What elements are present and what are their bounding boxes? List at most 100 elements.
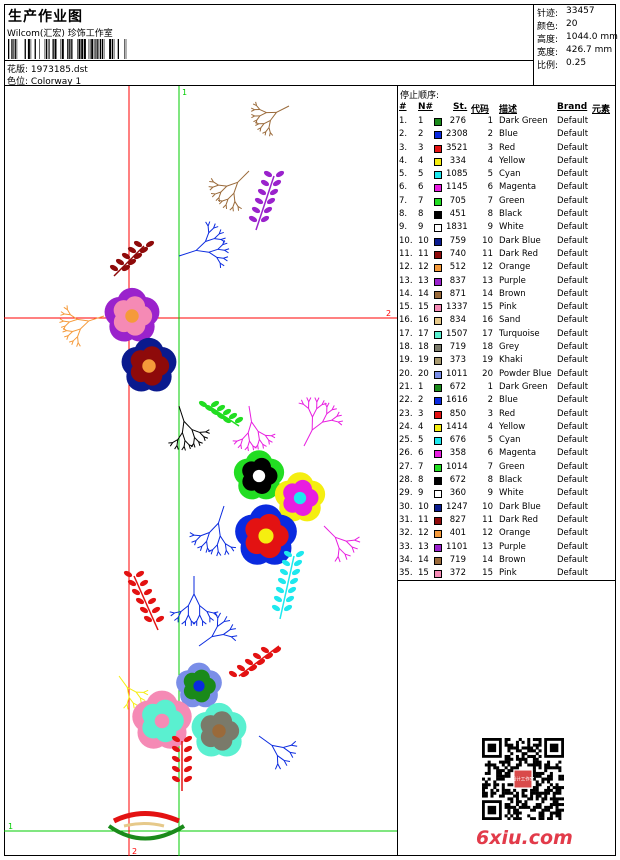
fern-black (188, 444, 194, 447)
stop-row: 21. 1 672 1 Dark Green Default (398, 381, 616, 394)
col-desc: 描述 (499, 105, 518, 115)
fern-blue (220, 239, 226, 243)
fern-orange (88, 315, 105, 322)
stop-num: 3. (399, 142, 408, 153)
spray-red (240, 670, 250, 678)
stop-stitches: 676 (449, 435, 466, 446)
fern-magenta (237, 444, 242, 449)
fern-black (199, 432, 205, 438)
stop-row: 10. 10 759 10 Dark Blue Default (398, 235, 616, 248)
color-swatch (434, 543, 442, 552)
stop-n: 10 (418, 235, 429, 246)
stop-n: 11 (418, 514, 429, 525)
fern-blue (219, 262, 225, 267)
flower-green-center (252, 469, 266, 483)
spray-purple (251, 206, 261, 214)
spray-cyan (291, 555, 295, 566)
fern-yellow (126, 686, 137, 693)
stop-code: 6 (487, 182, 493, 193)
fern-blue (174, 610, 182, 614)
stop-code: 8 (487, 475, 493, 486)
stop-code: 8 (487, 209, 493, 220)
fern-magenta (351, 546, 358, 550)
stop-stitches: 1247 (446, 501, 468, 512)
stop-desc: Sand (499, 315, 521, 326)
fern-blue (283, 760, 288, 766)
fern-blue (210, 549, 214, 555)
fern-blue (219, 535, 226, 545)
stop-code: 11 (482, 248, 493, 259)
stop-row: 19. 19 373 19 Khaki Default (398, 354, 616, 367)
fern-black (191, 429, 200, 433)
fern-black (203, 436, 209, 439)
spray-green (232, 421, 240, 427)
color-swatch (434, 357, 442, 366)
fern-black (172, 439, 179, 444)
fern-brown (257, 127, 262, 130)
col-stitches: St. (453, 102, 468, 112)
fern-magenta (271, 435, 276, 439)
fern-yellow (143, 691, 149, 696)
guide-label-v2: 2 (132, 847, 137, 856)
spray-red (171, 745, 181, 753)
stop-row: 15. 15 1337 15 Pink Default (398, 301, 616, 314)
spray-darkred (125, 257, 133, 265)
fern-magenta (252, 445, 257, 449)
stop-brand: Default (557, 501, 589, 512)
fern-black (188, 444, 191, 450)
fern-magenta (251, 421, 259, 432)
spray-green (234, 416, 244, 424)
stop-desc: Orange (499, 528, 531, 539)
fern-magenta (303, 429, 313, 447)
fern-blue (169, 611, 175, 614)
stop-row: 8. 8 451 8 Black Default (398, 208, 616, 221)
barcode (8, 39, 127, 59)
stop-n: 18 (418, 342, 429, 353)
fern-yellow (126, 704, 129, 710)
fern-magenta (268, 439, 273, 443)
stop-stitches: 1085 (446, 169, 468, 180)
stop-brand: Default (557, 288, 589, 299)
fern-blue (177, 611, 182, 618)
fern-magenta (308, 408, 313, 418)
fern-magenta (336, 414, 342, 417)
stop-stitches: 2308 (446, 129, 468, 140)
fern-blue (207, 225, 210, 233)
stop-code: 4 (487, 421, 493, 432)
fern-black (169, 442, 174, 447)
color-swatch (434, 250, 442, 259)
fern-magenta (271, 433, 276, 437)
color-swatch (434, 530, 442, 539)
stat-height: 高度: 1044.0 mm (537, 32, 618, 45)
stop-num: 33. (399, 541, 413, 552)
color-swatch (434, 490, 442, 499)
spray-cyan (273, 595, 283, 603)
stop-stitches: 740 (449, 248, 466, 259)
fern-magenta (311, 421, 323, 431)
fern-black (178, 405, 185, 422)
spray-red (264, 652, 274, 660)
fern-black (183, 420, 193, 430)
fern-brown (276, 105, 290, 113)
colorway-line: 色位: Colorway 1 (7, 74, 81, 87)
fern-yellow (126, 687, 130, 698)
stop-desc: Dark Red (499, 248, 539, 259)
stop-code: 1 (487, 116, 493, 126)
stop-stitches: 1831 (446, 222, 468, 233)
stop-desc: Purple (499, 275, 526, 286)
fern-yellow (135, 691, 141, 699)
fern-blue (217, 505, 225, 524)
stop-n: 1 (418, 381, 424, 392)
fern-orange (64, 321, 70, 327)
spray-red (133, 575, 139, 586)
spray-green (210, 400, 220, 408)
fern-yellow (118, 675, 128, 688)
stop-stitches: 1616 (446, 395, 468, 406)
stop-code: 13 (482, 275, 493, 286)
color-swatch (434, 516, 442, 525)
stop-desc: Yellow (499, 155, 526, 166)
col-num: # (399, 102, 407, 112)
stop-row: 13. 13 837 13 Purple Default (398, 275, 616, 288)
design-file-value: 1973185.dst (30, 65, 88, 75)
stop-row: 20. 20 1011 20 Powder Blue Default (398, 368, 616, 381)
